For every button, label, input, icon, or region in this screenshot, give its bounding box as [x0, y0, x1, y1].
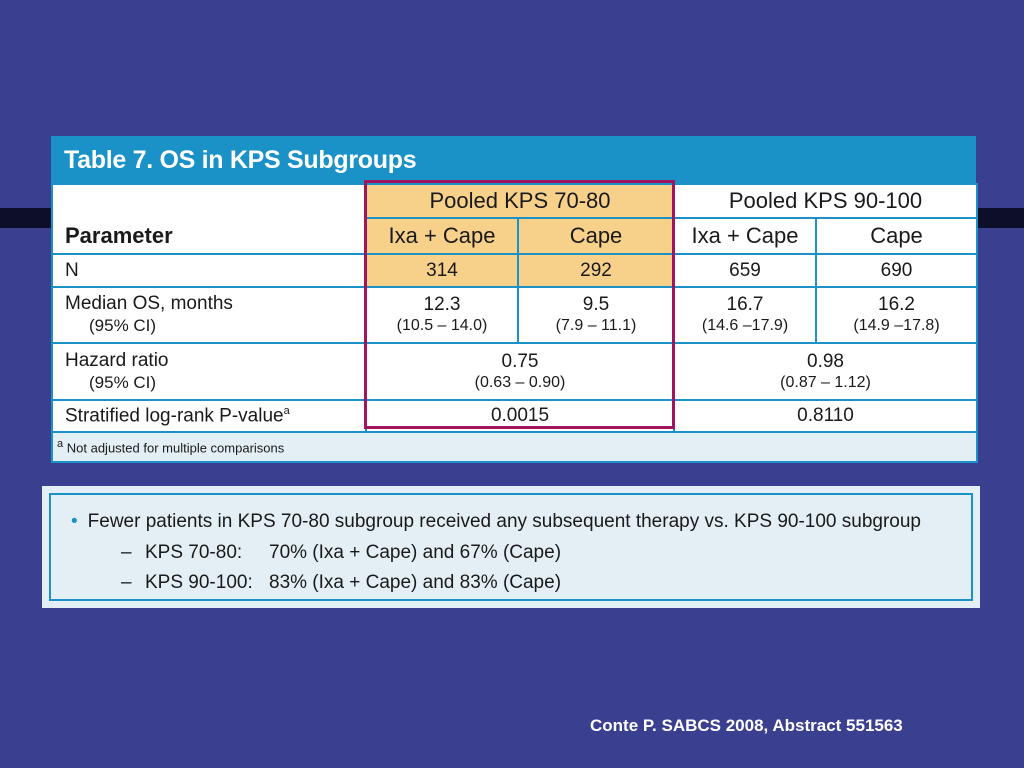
sub-bullet-label: KPS 70-80:	[145, 542, 243, 563]
bullet-text: Fewer patients in KPS 70-80 subgroup rec…	[87, 511, 922, 532]
table-cell: 0.8110	[672, 399, 979, 433]
footnote-text: Not adjusted for multiple comparisons	[66, 440, 285, 456]
arm-header: Ixa + Cape	[673, 217, 817, 255]
parameter-header: Parameter	[51, 183, 367, 255]
table-cell: 292	[517, 253, 675, 288]
cell-value: 9.5	[582, 294, 610, 315]
arm-header: Cape	[814, 217, 979, 255]
cell-ci: (7.9 – 11.1)	[555, 317, 637, 334]
cell-ci: (14.9 –17.8)	[853, 317, 940, 334]
row-label-cell: Stratified log-rank P-valuea	[51, 399, 367, 433]
left-edge-bar	[0, 208, 52, 228]
table-header-row-arms: Ixa + Cape Cape Ixa + Cape Cape	[52, 217, 979, 255]
sub-bullet-kps-70-80: – KPS 70-80: 70% (Ixa + Cape) and 67% (Cap…	[121, 542, 561, 564]
cell-value: 16.7	[726, 294, 764, 315]
table-row-stratified-p: Stratified log-rank P-valuea 0.0015 0.81…	[51, 399, 979, 433]
cell-value: 0.75	[501, 350, 539, 372]
arm-header: Ixa + Cape	[365, 217, 519, 255]
right-edge-bar	[976, 208, 1024, 228]
table-cell: 16.7 (14.6 –17.9)	[673, 286, 817, 344]
bullet-item: • Fewer patients in KPS 70-80 subgroup re…	[71, 511, 921, 533]
row-label: Hazard ratio	[65, 349, 169, 371]
table-cell: 0.98 (0.87 – 1.12)	[672, 342, 979, 401]
table-cell: 0.75 (0.63 – 0.90)	[365, 342, 675, 401]
row-sublabel: (95% CI)	[89, 372, 157, 392]
arm-header: Cape	[517, 217, 675, 255]
sub-bullet-label: KPS 90-100:	[145, 572, 253, 593]
table-cell: 12.3 (10.5 – 14.0)	[365, 286, 519, 344]
table-footnote: a Not adjusted for multiple comparisons	[50, 431, 979, 463]
row-sublabel: (95% CI)	[89, 316, 157, 335]
table-cell: 314	[365, 253, 519, 288]
row-label: N	[51, 253, 367, 288]
cell-value: 0.98	[807, 350, 844, 372]
sub-bullet-text: 83% (Ixa + Cape) and 83% (Cape)	[269, 572, 562, 593]
table-row-hazard-ratio: Hazard ratio (95% CI) 0.75 (0.63 – 0.90)…	[51, 342, 979, 401]
cell-ci: (10.5 – 14.0)	[396, 317, 488, 334]
table-row-n: N 314 292 659 690	[51, 253, 979, 288]
sub-bullet-kps-90-100: – KPS 90-100: 83% (Ixa + Cape) and 83% (Ca…	[121, 572, 561, 594]
citation: Conte P. SABCS 2008, Abstract 551563	[590, 716, 903, 735]
notes-card: • Fewer patients in KPS 70-80 subgroup re…	[42, 486, 980, 608]
sub-bullet-text: 70% (Ixa + Cape) and 67% (Cape)	[269, 542, 562, 563]
cell-value: 16.2	[878, 294, 915, 315]
table-row-median-os: Median OS, months (95% CI) 12.3 (10.5 – …	[51, 286, 979, 344]
os-table-card: Table 7. OS in KPS Subgroups Parameter P…	[50, 136, 979, 463]
dash-icon: –	[121, 542, 132, 563]
os-table: Parameter Pooled KPS 70-80 Pooled KPS 90…	[50, 183, 979, 463]
row-label: Stratified log-rank P-value	[65, 405, 284, 427]
table-footnote-row: a Not adjusted for multiple comparisons	[50, 431, 979, 463]
table-title: Table 7. OS in KPS Subgroups	[51, 136, 976, 183]
cell-ci: (0.87 – 1.12)	[780, 373, 871, 391]
table-cell: 659	[673, 253, 817, 288]
bullet-icon: •	[71, 511, 78, 532]
table-cell: 9.5 (7.9 – 11.1)	[517, 286, 675, 344]
table-header-row-groups: Parameter Pooled KPS 70-80 Pooled KPS 90…	[51, 183, 979, 255]
row-label: Median OS, months	[65, 293, 233, 314]
group-header-kps-90-100: Pooled KPS 90-100	[672, 183, 979, 219]
table-cell: 690	[814, 253, 979, 288]
group-header-kps-70-80: Pooled KPS 70-80	[365, 183, 675, 219]
row-label-cell: Median OS, months (95% CI)	[51, 286, 367, 344]
footnote-marker: a	[283, 404, 290, 417]
notes-frame: • Fewer patients in KPS 70-80 subgroup re…	[49, 493, 973, 601]
footnote-marker: a	[57, 438, 64, 451]
row-label-cell: Hazard ratio (95% CI)	[51, 342, 367, 401]
table-cell: 0.0015	[365, 399, 675, 433]
table-cell: 16.2 (14.9 –17.8)	[814, 286, 979, 344]
dash-icon: –	[121, 572, 132, 593]
cell-ci: (14.6 –17.9)	[701, 317, 789, 334]
cell-ci: (0.63 – 0.90)	[474, 373, 566, 391]
cell-value: 12.3	[423, 294, 461, 315]
